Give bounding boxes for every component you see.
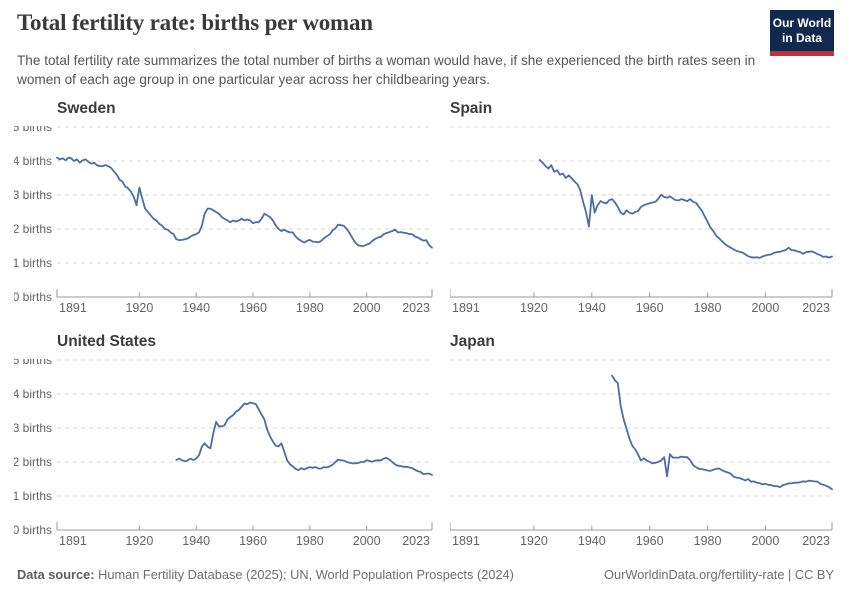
facet-plot-united-states: 1891 1920 1940 1960 1980 2000 2023 0 births 1 bi… (14, 359, 433, 548)
facet-title-japan: Japan (450, 333, 495, 350)
y-tick-label: 1 births (14, 489, 52, 503)
facet-plot-spain: 1891 1920 1940 1960 1980 2000 2023 (450, 126, 833, 315)
x-tick-label: 1980 (694, 301, 722, 315)
x-tick-label: 2000 (752, 534, 780, 548)
facet-sweden: Sweden 1891 1920 1940 1960 1980 2000 2023 0 bir… (14, 100, 433, 320)
y-tick-label: 5 births (14, 126, 52, 134)
footer: Data source: Human Fertility Database (2… (17, 567, 834, 582)
y-tick-label: 3 births (14, 421, 52, 435)
x-tick-label: 1920 (520, 301, 548, 315)
y-tick-label: 0 births (14, 290, 52, 304)
y-tick-label: 2 births (14, 455, 52, 469)
facet-plot-sweden: 1891 1920 1940 1960 1980 2000 2023 0 births 1 bi… (14, 126, 433, 315)
y-tick-label: 2 births (14, 222, 52, 236)
x-tick-label: 1920 (125, 301, 153, 315)
x-tick-label: 2023 (402, 301, 430, 315)
y-tick-label: 3 births (14, 188, 52, 202)
x-tick-label: 2000 (353, 534, 381, 548)
x-tick-label: 1920 (520, 534, 548, 548)
y-tick-label: 5 births (14, 359, 52, 367)
x-tick-label: 1940 (182, 301, 210, 315)
series-line-spain (538, 159, 833, 259)
chart-subtitle: The total fertility rate summarizes the … (17, 53, 756, 88)
x-tick-label: 1940 (182, 534, 210, 548)
facet-united-states: United States 1891 1920 1940 1960 1980 2000 20… (14, 333, 433, 553)
x-tick-label: 1980 (296, 534, 324, 548)
x-tick-label: 1891 (59, 301, 87, 315)
x-tick-label: 1891 (452, 301, 480, 315)
x-tick-label: 1960 (239, 534, 267, 548)
data-source-label: Data source: (17, 567, 95, 582)
facet-spain: Spain 1891 1920 1940 1960 1980 2000 2023 (450, 100, 833, 320)
x-tick-label: 1940 (578, 534, 606, 548)
facet-title-spain: Spain (450, 100, 493, 117)
x-tick-label: 1891 (452, 534, 480, 548)
y-tick-label: 0 births (14, 523, 52, 537)
facet-title-sweden: Sweden (57, 100, 116, 117)
x-tick-label: 1920 (125, 534, 153, 548)
facet-plot-japan: 1891 1920 1940 1960 1980 2000 2023 (450, 359, 833, 548)
x-tick-label: 2023 (802, 301, 830, 315)
x-tick-label: 1960 (636, 534, 664, 548)
y-tick-label: 1 births (14, 256, 52, 270)
x-tick-label: 1960 (239, 301, 267, 315)
page-title: Total fertility rate: births per woman (17, 10, 373, 35)
series-line-japan (611, 374, 833, 491)
footer-link[interactable]: OurWorldinData.org/fertility-rate | CC B… (604, 567, 834, 582)
data-source-text: Human Fertility Database (2025); UN, Wor… (94, 567, 514, 582)
x-tick-label: 1960 (636, 301, 664, 315)
series-line-sweden (56, 156, 433, 249)
owid-logo-line2: in Data (781, 31, 822, 45)
x-tick-label: 2000 (353, 301, 381, 315)
x-tick-label: 1980 (296, 301, 324, 315)
x-tick-label: 1980 (694, 534, 722, 548)
owid-logo[interactable]: Our World in Data (770, 10, 834, 56)
x-tick-label: 1891 (59, 534, 87, 548)
series-line-united-states (175, 401, 433, 476)
facet-title-united-states: United States (57, 333, 157, 350)
x-tick-label: 2023 (402, 534, 430, 548)
y-tick-label: 4 births (14, 387, 52, 401)
y-tick-label: 4 births (14, 154, 52, 168)
x-tick-label: 1940 (578, 301, 606, 315)
data-source-note: Data source: Human Fertility Database (2… (17, 567, 514, 582)
owid-logo-line1: Our World (772, 16, 832, 30)
facet-japan: Japan 1891 1920 1940 1960 1980 2000 2023 (450, 333, 833, 553)
x-tick-label: 2023 (802, 534, 830, 548)
x-tick-label: 2000 (752, 301, 780, 315)
